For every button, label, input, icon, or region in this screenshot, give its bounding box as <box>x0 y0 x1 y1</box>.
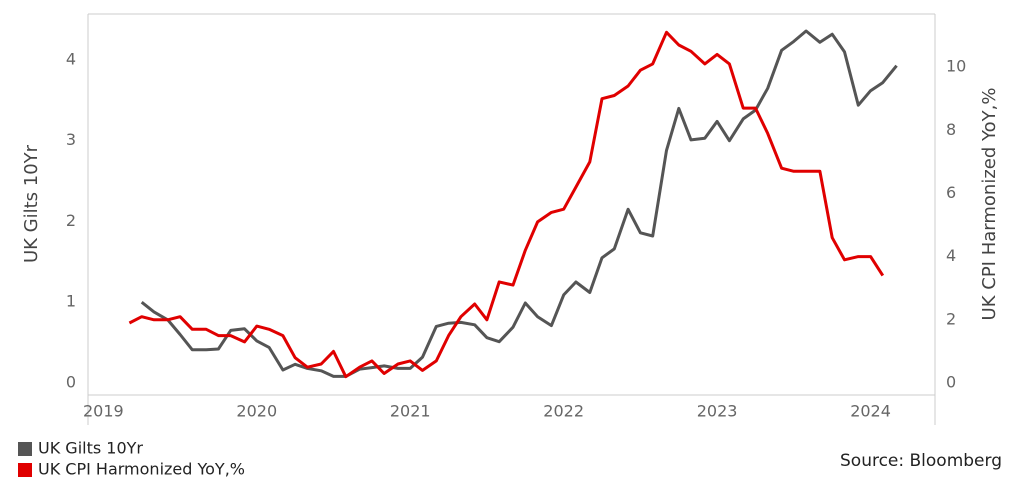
x-tick-label: 2020 <box>236 402 277 421</box>
y-tick-label: 1 <box>66 292 76 311</box>
legend-swatch <box>18 463 32 477</box>
y2-tick-label: 10 <box>946 57 966 76</box>
y2-tick-label: 4 <box>946 246 956 265</box>
y-tick-label: 2 <box>66 211 76 230</box>
y-tick-label: 3 <box>66 130 76 149</box>
series-line <box>128 30 885 379</box>
y2-tick-label: 6 <box>946 183 956 202</box>
y-axis-title: UK Gilts 10Yr <box>21 144 42 263</box>
source-note: Source: Bloomberg <box>840 451 1002 471</box>
x-tick-label: 2022 <box>543 402 584 421</box>
x-tick-label: 2023 <box>697 402 738 421</box>
y2-tick-label: 2 <box>946 309 956 328</box>
y2-axis-title: UK CPI Harmonized YoY,% <box>979 88 1000 321</box>
x-tick-label: 2021 <box>390 402 431 421</box>
y-tick-label: 4 <box>66 50 76 69</box>
legend-swatch <box>18 442 32 456</box>
y2-tick-label: 0 <box>946 372 956 391</box>
x-tick-label: 2024 <box>850 402 891 421</box>
legend-label: UK CPI Harmonized YoY,% <box>38 460 245 479</box>
x-tick-label: 2019 <box>83 402 124 421</box>
legend-label: UK Gilts 10Yr <box>38 439 143 458</box>
series-line <box>140 29 898 378</box>
y2-tick-label: 8 <box>946 120 956 139</box>
y-tick-label: 0 <box>66 372 76 391</box>
